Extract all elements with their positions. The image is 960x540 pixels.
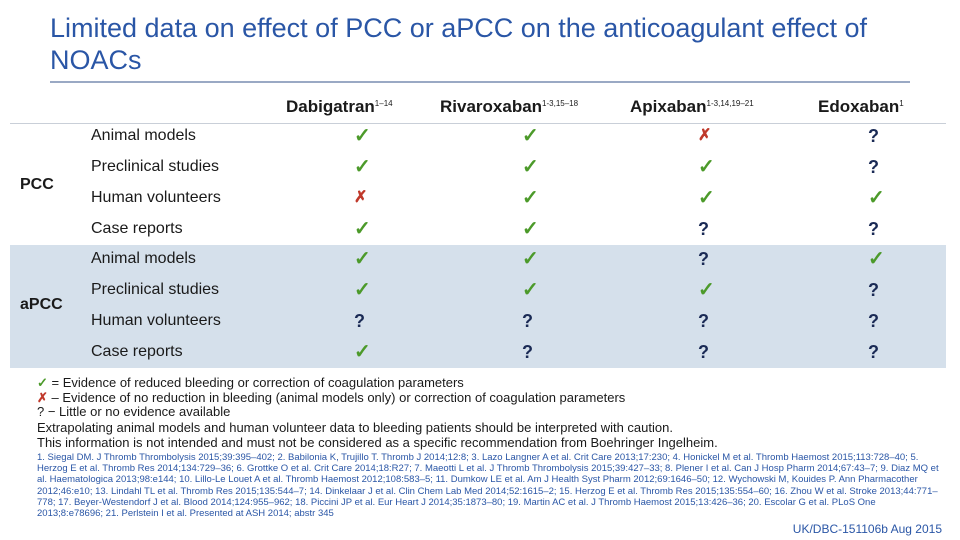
legend-cross: ✗ – Evidence of no reduction in bleeding…	[37, 389, 626, 405]
question-icon: ?	[698, 342, 709, 362]
question-icon: ?	[698, 311, 709, 331]
question-icon: ?	[698, 219, 709, 239]
col-edoxaban: Edoxaban1	[818, 97, 904, 116]
check-icon: ✓	[522, 279, 539, 301]
check-icon: ✓	[522, 187, 539, 209]
row-label: Animal models	[91, 250, 196, 267]
check-icon: ✓	[354, 125, 371, 147]
document-code: UK/DBC-151106b Aug 2015	[792, 522, 942, 536]
group-label-apcc: aPCC	[20, 296, 63, 313]
check-icon: ✓	[354, 341, 371, 363]
references: 1. Siegal DM. J Thromb Thrombolysis 2015…	[37, 452, 939, 520]
question-icon: ?	[698, 249, 709, 269]
check-icon: ✓	[522, 218, 539, 240]
question-icon: ?	[354, 311, 365, 331]
question-icon: ?	[522, 311, 533, 331]
question-icon: ?	[868, 311, 879, 331]
cross-icon: ✗	[698, 127, 712, 144]
slide-title: Limited data on effect of PCC or aPCC on…	[50, 13, 868, 75]
apcc-band	[10, 245, 946, 368]
question-icon: ?	[868, 219, 879, 239]
question-icon: ?	[868, 157, 879, 177]
row-label: Case reports	[91, 343, 183, 360]
check-icon: ✓	[354, 218, 371, 240]
legend-question: ? − Little or no evidence available	[37, 404, 231, 419]
row-label: Case reports	[91, 220, 183, 237]
row-label: Animal models	[91, 127, 196, 144]
cross-icon: ✗	[37, 389, 48, 405]
question-icon: ?	[868, 126, 879, 146]
disclaimer-note: This information is not intended and mus…	[37, 435, 718, 450]
col-rivaroxaban: Rivaroxaban1-3,15–18	[440, 97, 579, 116]
row-label: Human volunteers	[91, 312, 221, 329]
question-icon: ?	[868, 280, 879, 300]
comparison-table: Dabigatran1–14 Rivaroxaban1-3,15–18 Apix…	[10, 89, 946, 368]
group-label-pcc: PCC	[20, 176, 54, 193]
row-label: Preclinical studies	[91, 158, 220, 175]
caution-note: Extrapolating animal models and human vo…	[37, 420, 673, 435]
check-icon: ✓	[354, 279, 371, 301]
check-icon: ✓	[522, 125, 539, 147]
col-dabigatran: Dabigatran1–14	[286, 97, 393, 116]
question-icon: ?	[522, 342, 533, 362]
check-icon: ✓	[522, 248, 539, 270]
check-icon: ✓	[698, 187, 715, 209]
check-icon: ✓	[868, 187, 885, 209]
table-header: Dabigatran1–14 Rivaroxaban1-3,15–18 Apix…	[10, 89, 946, 123]
legend-check: ✓ = Evidence of reduced bleeding or corr…	[37, 375, 464, 390]
check-icon: ✓	[868, 248, 885, 270]
check-icon: ✓	[698, 279, 715, 301]
row-label: Preclinical studies	[91, 281, 220, 298]
question-icon: ?	[868, 342, 879, 362]
check-icon: ✓	[354, 248, 371, 270]
check-icon: ✓	[698, 156, 715, 178]
cross-icon: ✗	[354, 189, 368, 206]
title-divider	[50, 81, 910, 83]
pcc-band	[10, 123, 946, 246]
row-label: Human volunteers	[91, 189, 221, 206]
legend: ✓ = Evidence of reduced bleeding or corr…	[37, 375, 626, 420]
check-icon: ✓	[37, 375, 48, 390]
check-icon: ✓	[522, 156, 539, 178]
col-apixaban: Apixaban1-3,14,19–21	[630, 97, 754, 116]
check-icon: ✓	[354, 156, 371, 178]
